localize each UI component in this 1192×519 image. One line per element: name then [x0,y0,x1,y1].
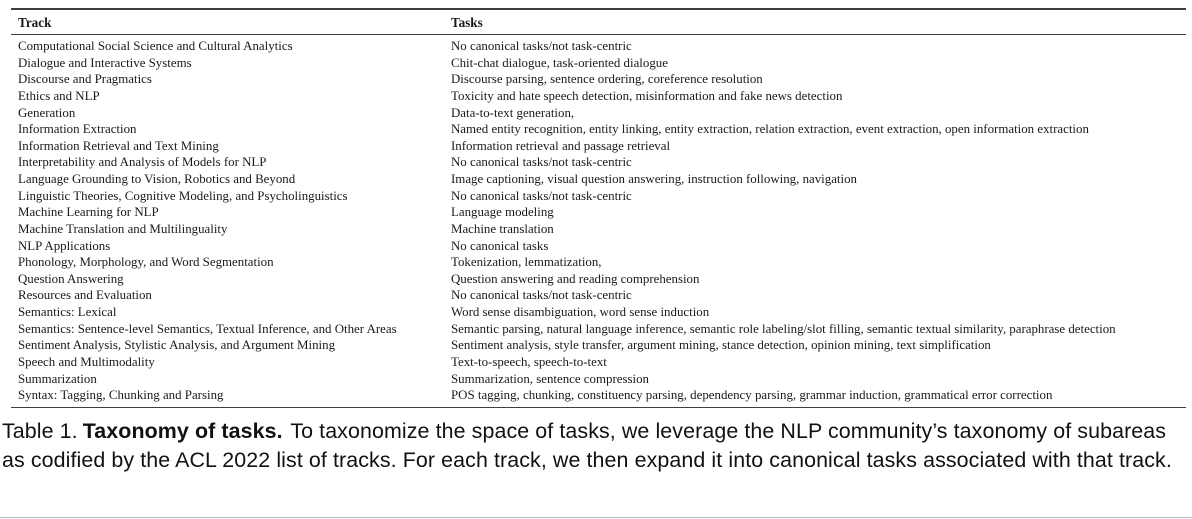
tasks-cell: Machine translation [451,221,554,236]
tasks-cell: Named entity recognition, entity linking… [451,122,1089,137]
tasks-cell: Summarization, sentence compression [451,371,649,386]
tasks-cell: Image captioning, visual question answer… [451,172,857,186]
tasks-cell: Discourse parsing, sentence ordering, co… [451,72,763,87]
table-row: Machine Learning for NLP Language modelin… [11,204,1186,221]
table-row: Interpretability and Analysis of Models … [11,154,1186,171]
tasks-cell: Sentiment analysis, style transfer, argu… [451,338,991,353]
bottom-divider [0,517,1192,518]
table-row: Generation Data-to-text generation, [11,105,1186,122]
table-caption: Table 1. Taxonomy of tasks. To taxonomize… [2,417,1188,476]
track-cell: Information Extraction [18,122,137,137]
header-row: Track Tasks [11,8,1186,35]
tasks-cell: No canonical tasks/not task-centric [451,39,632,53]
tasks-cell: No canonical tasks [451,238,549,253]
tasks-cell: No canonical tasks/not task-centric [451,188,632,203]
table-row: Discourse and Pragmatics Discourse parsin… [11,71,1186,88]
track-cell: Linguistic Theories, Cognitive Modeling,… [18,188,348,203]
table-body: Computational Social Science and Cultura… [11,35,1186,408]
track-cell: Language Grounding to Vision, Robotics a… [18,172,296,186]
table-row: Information Extraction Named entity recog… [11,121,1186,138]
caption-title: Taxonomy of tasks. [82,418,283,443]
track-cell: Information Retrieval and Text Mining [18,138,219,153]
track-cell: Summarization [18,371,97,386]
tasks-cell: Toxicity and hate speech detection, misi… [451,88,843,103]
table-row: Language Grounding to Vision, Robotics a… [11,171,1186,188]
tasks-cell: Question answering and reading comprehen… [451,271,700,286]
track-cell: Resources and Evaluation [18,288,152,303]
tasks-cell: Information retrieval and passage retrie… [451,138,671,153]
track-cell: NLP Applications [18,238,111,253]
track-cell: Speech and Multimodality [18,354,155,369]
tasks-cell: Semantic parsing, natural language infer… [451,321,1116,336]
table-row: Ethics and NLP Toxicity and hate speech d… [11,88,1186,105]
column-header-track: Track [11,8,444,35]
track-cell: Interpretability and Analysis of Models … [18,155,267,170]
table-row: NLP Applications No canonical tasks [11,238,1186,255]
table-row: Computational Social Science and Cultura… [11,35,1186,55]
table-row: Resources and Evaluation No canonical tas… [11,287,1186,304]
track-cell: Computational Social Science and Cultura… [18,39,293,53]
paper-table-figure: Track Tasks Computational Social Science… [0,8,1192,519]
track-cell: Discourse and Pragmatics [18,72,152,87]
table-row: Semantics: Sentence-level Semantics, Tex… [11,321,1186,338]
table-header: Track Tasks [11,8,1186,35]
table-row: Machine Translation and Multilinguality M… [11,221,1186,238]
table-row: Speech and Multimodality Text-to-speech, … [11,354,1186,371]
track-cell: Dialogue and Interactive Systems [18,55,192,70]
table-row: Semantics: Lexical Word sense disambiguat… [11,304,1186,321]
tasks-cell: Data-to-text generation, [451,105,575,120]
column-header-tasks: Tasks [444,8,1186,35]
table-row: Information Retrieval and Text Mining Inf… [11,138,1186,155]
caption-body: To taxonomize the space of tasks, we lev… [2,418,1172,473]
tasks-cell: Text-to-speech, speech-to-text [451,354,607,369]
caption-label: Table 1. [2,418,78,443]
table-row: Phonology, Morphology, and Word Segmenta… [11,254,1186,271]
tasks-cell: No canonical tasks/not task-centric [451,155,632,170]
tasks-cell: POS tagging, chunking, constituency pars… [451,388,1053,403]
track-cell: Syntax: Tagging, Chunking and Parsing [18,388,224,403]
track-cell: Semantics: Sentence-level Semantics, Tex… [18,321,397,336]
track-cell: Generation [18,105,76,120]
track-cell: Machine Translation and Multilinguality [18,221,228,236]
track-cell: Question Answering [18,271,124,286]
tasks-cell: Word sense disambiguation, word sense in… [451,305,710,319]
track-cell: Ethics and NLP [18,88,100,103]
table-row: Syntax: Tagging, Chunking and Parsing POS… [11,387,1186,407]
table-row: Dialogue and Interactive Systems Chit-cha… [11,55,1186,72]
track-cell: Sentiment Analysis, Stylistic Analysis, … [18,338,336,353]
track-cell: Machine Learning for NLP [18,205,159,220]
table-row: Sentiment Analysis, Stylistic Analysis, … [11,337,1186,354]
tasks-cell: Tokenization, lemmatization, [451,255,602,270]
table-row: Linguistic Theories, Cognitive Modeling,… [11,188,1186,205]
taxonomy-table: Track Tasks Computational Social Science… [11,8,1186,408]
tasks-cell: Language modeling [451,205,554,220]
track-cell: Semantics: Lexical [18,305,117,319]
tasks-cell: No canonical tasks/not task-centric [451,288,632,303]
table-row: Question Answering Question answering and… [11,271,1186,288]
track-cell: Phonology, Morphology, and Word Segmenta… [18,255,274,270]
tasks-cell: Chit-chat dialogue, task-oriented dialog… [451,55,668,70]
table-row: Summarization Summarization, sentence com… [11,371,1186,388]
